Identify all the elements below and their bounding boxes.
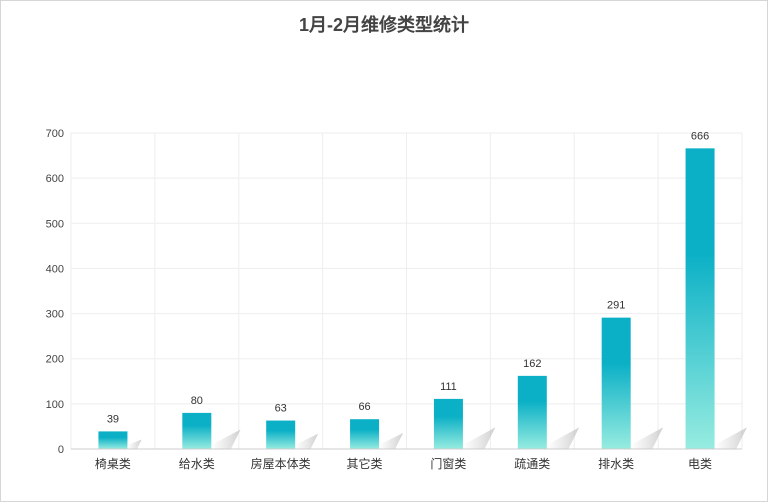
data-label: 80 — [191, 395, 203, 407]
data-label: 666 — [691, 130, 709, 142]
x-tick-label: 其它类 — [347, 456, 383, 471]
x-tick-label: 椅桌类 — [95, 457, 131, 471]
y-tick-label: 100 — [46, 399, 64, 411]
y-tick-label: 300 — [46, 309, 64, 321]
bar-shadow — [630, 427, 664, 449]
y-tick-label: 600 — [46, 173, 64, 185]
grid-lines — [70, 132, 743, 449]
value-labels: 39 80 63 66 111 162 291 666 — [107, 130, 709, 425]
data-label: 63 — [275, 403, 287, 415]
bars — [98, 148, 715, 449]
bar-shadows — [127, 427, 747, 449]
data-label: 66 — [358, 401, 370, 413]
bar — [266, 420, 296, 449]
y-tick-label: 400 — [46, 263, 64, 275]
bar-shadow — [714, 427, 747, 449]
bar — [182, 412, 212, 449]
x-tick-label: 排水类 — [598, 457, 634, 471]
bar — [517, 375, 547, 449]
bar — [433, 398, 463, 449]
data-label: 291 — [607, 300, 625, 312]
bar-shadow — [546, 427, 580, 449]
bar-shadow — [127, 439, 142, 449]
y-tick-label: 700 — [46, 128, 64, 140]
x-tick-label: 疏通类 — [514, 456, 550, 471]
bar — [601, 317, 631, 449]
data-label: 111 — [440, 381, 457, 393]
bar-shadow — [462, 427, 496, 449]
y-tick-label: 500 — [46, 218, 64, 230]
y-tick-label: 0 — [58, 444, 64, 456]
bar-shadow — [379, 432, 404, 449]
x-tick-label: 电类 — [688, 457, 712, 471]
y-axis: 0 100 200 300 400 500 600 700 — [46, 128, 64, 456]
y-tick-label: 200 — [46, 354, 64, 366]
bar — [98, 431, 128, 449]
bar-shadow — [295, 433, 319, 449]
data-label: 39 — [107, 413, 119, 425]
bar-shadow — [211, 429, 241, 449]
bar — [685, 148, 715, 449]
x-tick-label: 给水类 — [179, 457, 215, 471]
bar — [350, 419, 380, 449]
chart-title: 1月-2月维修类型统计 — [298, 15, 469, 35]
data-label: 162 — [523, 358, 541, 370]
x-tick-label: 房屋本体类 — [251, 456, 311, 471]
x-tick-label: 门窗类 — [430, 456, 466, 471]
x-axis: 椅桌类 给水类 房屋本体类 其它类 门窗类 疏通类 排水类 电类 — [71, 448, 742, 471]
